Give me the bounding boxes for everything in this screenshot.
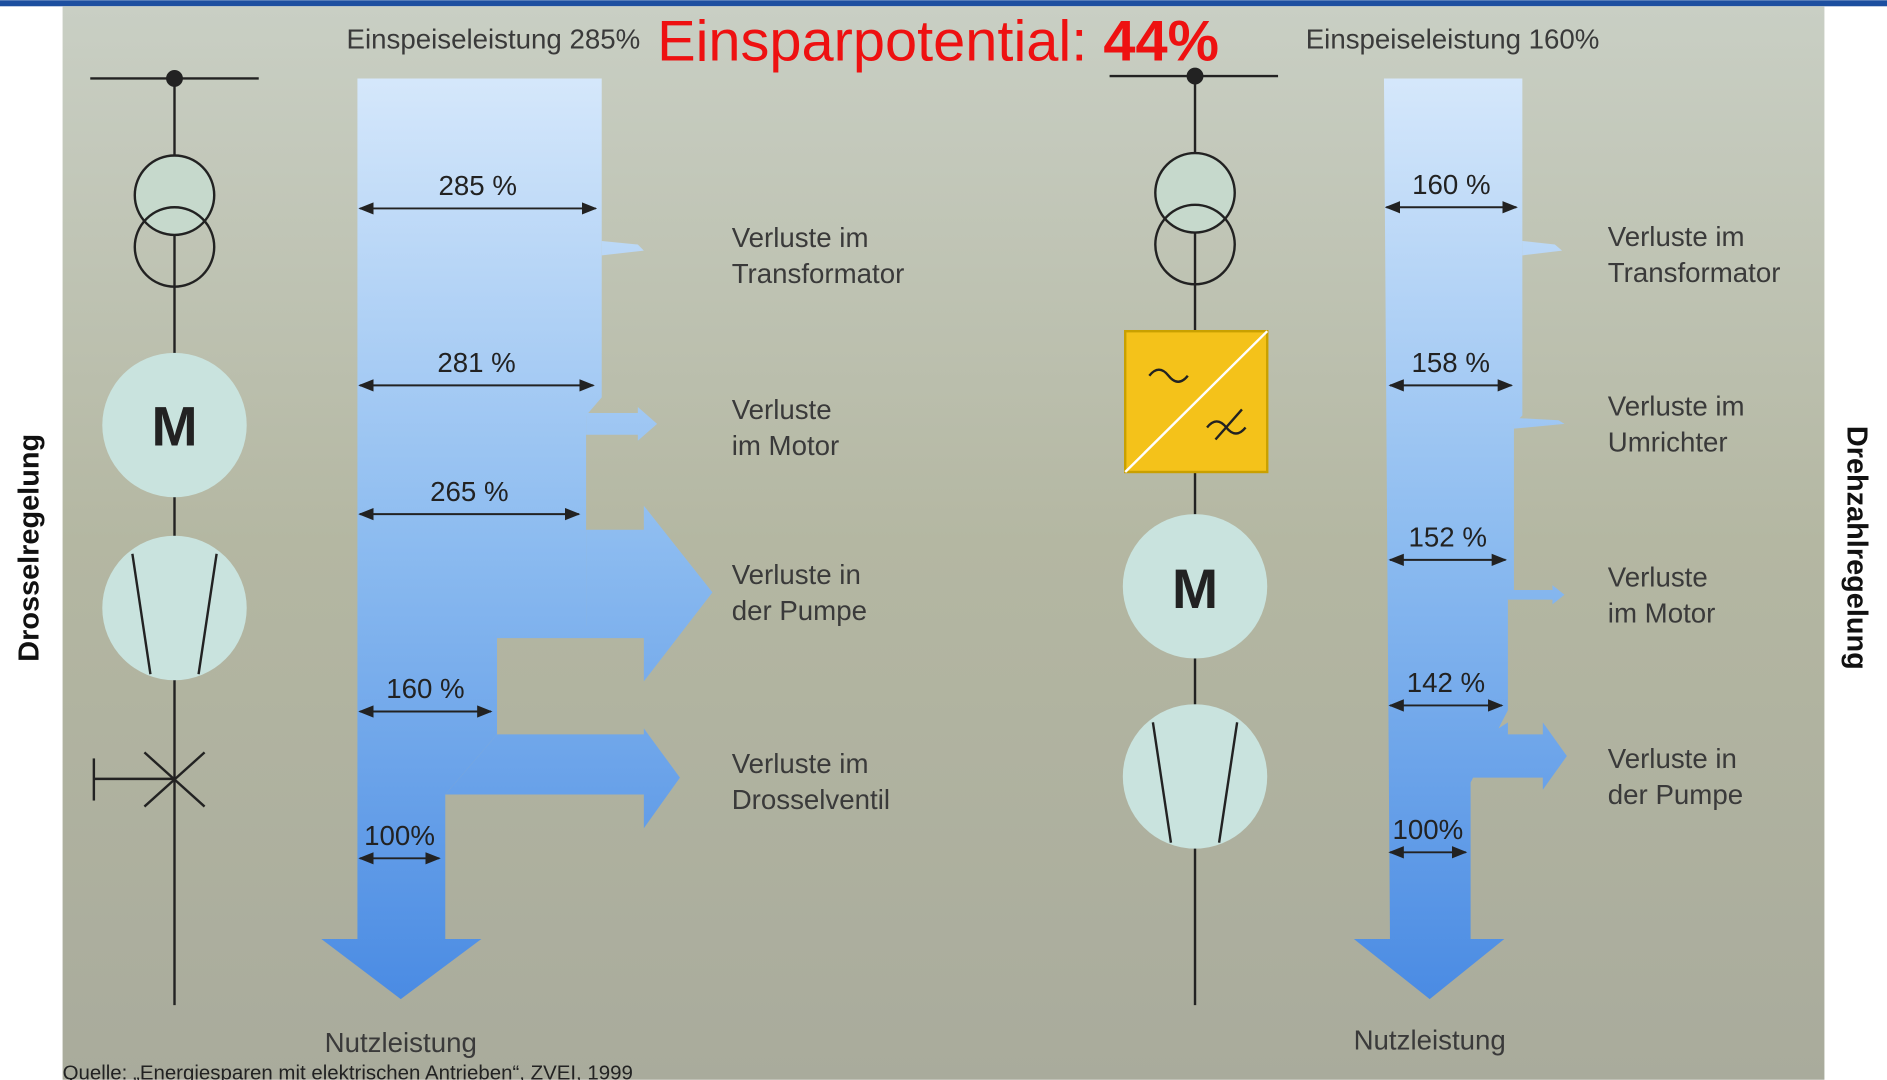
- supply-label: Einspeiseleistung 285%: [347, 23, 641, 54]
- level-label: 142 %: [1407, 667, 1485, 698]
- supply-label: Einspeiseleistung 160%: [1306, 23, 1600, 54]
- loss-label: im Motor: [1608, 597, 1716, 628]
- source: Quelle: „Energiesparen mit elektrischen …: [63, 1062, 633, 1080]
- side-label: Drehzahlregelung: [1840, 426, 1872, 670]
- loss-label: Transformator: [732, 258, 905, 289]
- loss-label: Verluste: [1608, 561, 1708, 592]
- loss-label: Verluste in: [1608, 743, 1737, 774]
- title: Einsparpotential: 44%: [657, 9, 1219, 73]
- loss-label: der Pumpe: [1608, 779, 1743, 810]
- level-label: 100%: [1393, 814, 1464, 845]
- level-label: 100%: [364, 820, 435, 851]
- level-label: 158 %: [1412, 347, 1490, 378]
- loss-label: Verluste im: [732, 222, 869, 253]
- loss-label: Verluste im: [732, 748, 869, 779]
- photo-backdrop: [63, 6, 1825, 1079]
- loss-label: der Pumpe: [732, 595, 867, 626]
- output-label: Nutzleistung: [325, 1027, 477, 1058]
- motor-label: M: [1172, 558, 1218, 620]
- level-label: 152 %: [1409, 522, 1487, 553]
- level-label: 160 %: [386, 673, 464, 704]
- level-label: 285 %: [439, 170, 517, 201]
- loss-label: im Motor: [732, 430, 840, 461]
- level-label: 265 %: [430, 476, 508, 507]
- slide: M M Einsparpotential: 44% Drosselregelun…: [0, 0, 1887, 1080]
- level-label: 160 %: [1412, 169, 1490, 200]
- loss-label: Drosselventil: [732, 784, 890, 815]
- top-bar: [0, 0, 1887, 6]
- loss-label: Umrichter: [1608, 427, 1728, 458]
- side-label: Drosselregelung: [14, 434, 46, 662]
- loss-label: Verluste im: [1608, 390, 1745, 421]
- motor-label: M: [151, 396, 197, 458]
- output-label: Nutzleistung: [1354, 1025, 1506, 1056]
- loss-label: Verluste in: [732, 559, 861, 590]
- loss-label: Verluste: [732, 394, 832, 425]
- loss-label: Transformator: [1608, 257, 1781, 288]
- loss-label: Verluste im: [1608, 221, 1745, 252]
- level-label: 281 %: [437, 347, 515, 378]
